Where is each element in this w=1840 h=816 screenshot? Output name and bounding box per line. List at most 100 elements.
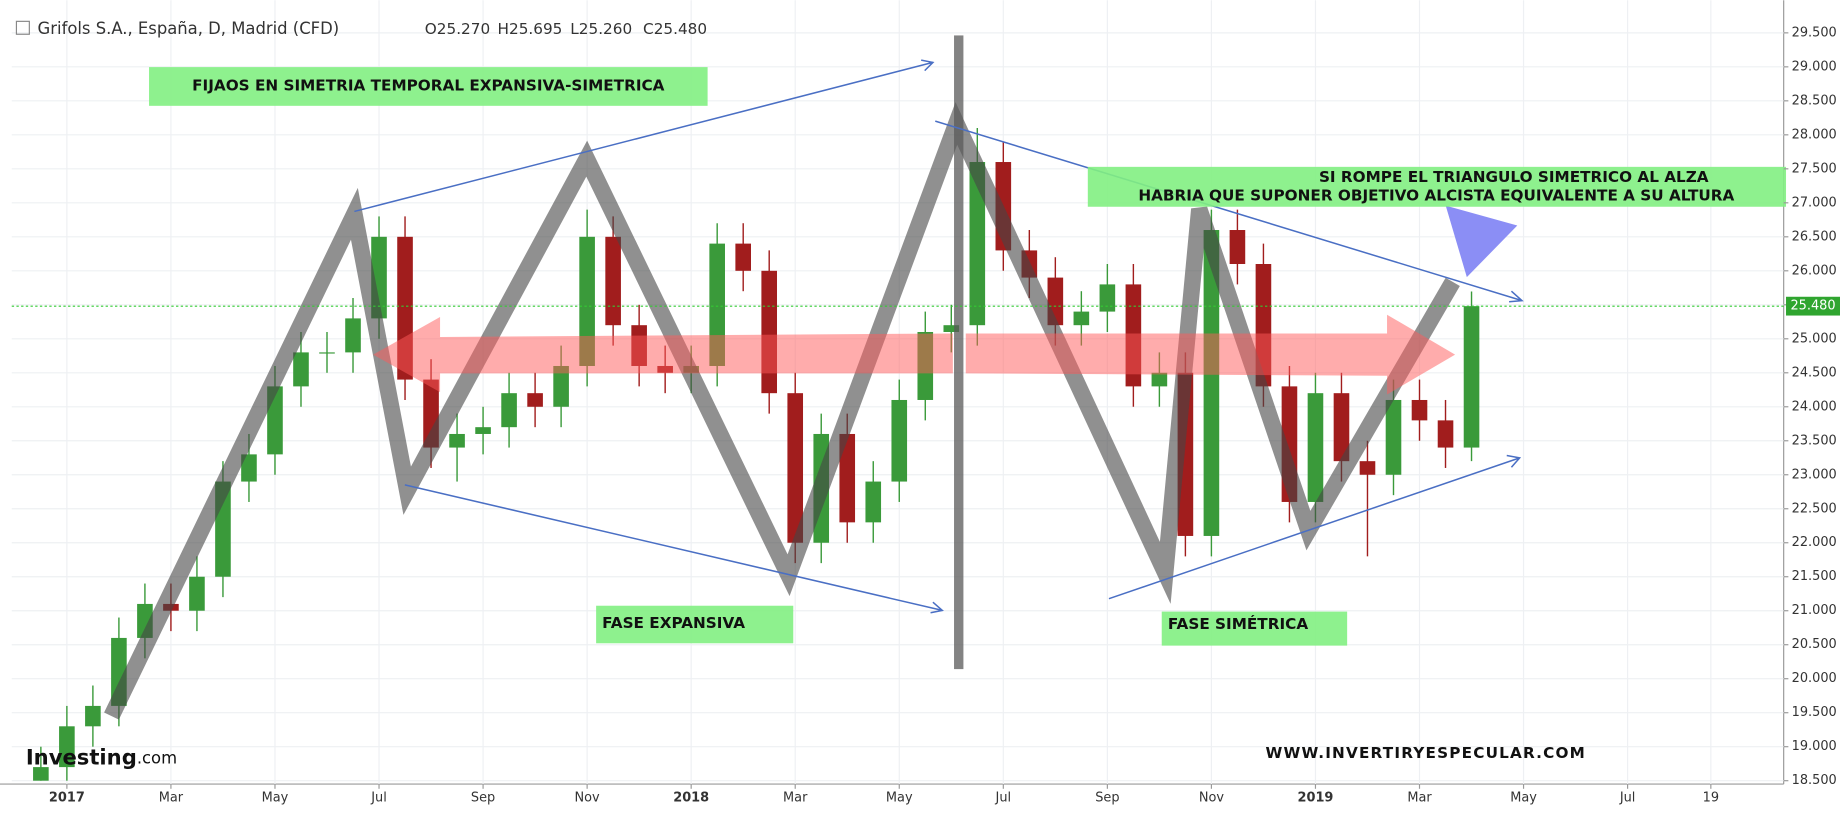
candle-body bbox=[1229, 230, 1246, 265]
note-box bbox=[1161, 611, 1348, 646]
x-tick-label: May bbox=[1510, 791, 1537, 806]
y-tick-label: 20.000 bbox=[1792, 671, 1837, 686]
x-tick-label: Sep bbox=[1095, 791, 1119, 806]
candle-body bbox=[969, 162, 986, 326]
x-tick-label: 2019 bbox=[1298, 791, 1334, 806]
y-tick-label: 29.000 bbox=[1792, 59, 1837, 74]
y-tick-label: 21.000 bbox=[1792, 603, 1837, 618]
candle-body bbox=[579, 236, 595, 366]
watermark-part: .com bbox=[137, 748, 177, 767]
y-tick-label: 29.500 bbox=[1792, 25, 1837, 40]
candle-body bbox=[501, 393, 517, 428]
y-tick-label: 20.500 bbox=[1792, 637, 1837, 652]
y-tick-label: 23.500 bbox=[1792, 433, 1837, 448]
last-price-box bbox=[1786, 296, 1840, 316]
candle-body bbox=[865, 481, 882, 523]
candle-body bbox=[553, 365, 569, 407]
note-box bbox=[1087, 166, 1787, 207]
candle-body bbox=[1099, 284, 1116, 312]
annotation: FASE SIMÉTRICA bbox=[1168, 614, 1308, 633]
annotation: WWW.INVERTIRYESPECULAR.COM bbox=[1266, 744, 1587, 762]
target-triangle bbox=[1445, 205, 1518, 278]
candle-body bbox=[1333, 393, 1350, 462]
candle-body bbox=[1073, 311, 1090, 326]
candle-body bbox=[345, 318, 361, 353]
annotation: SI ROMPE EL TRIANGULO SIMETRICO AL ALZA bbox=[1319, 168, 1709, 186]
x-tick-label: Mar bbox=[159, 791, 184, 806]
y-tick-label: 26.000 bbox=[1792, 263, 1837, 278]
x-tick-label: May bbox=[262, 791, 289, 806]
candle-body bbox=[787, 393, 804, 543]
candle-body bbox=[85, 705, 101, 727]
candle-body bbox=[761, 270, 778, 394]
red-arrow bbox=[965, 314, 1456, 395]
x-tick-label: 19 bbox=[1703, 791, 1719, 806]
y-tick-label: 22.500 bbox=[1792, 501, 1837, 516]
candle-body bbox=[1463, 306, 1480, 448]
header-ohlc: L25.260 bbox=[570, 20, 632, 38]
y-tick-label: 23.000 bbox=[1792, 467, 1837, 482]
candle-body bbox=[527, 393, 543, 407]
candle-body bbox=[839, 433, 856, 523]
collapse-icon[interactable] bbox=[15, 20, 30, 35]
candle-body bbox=[1385, 399, 1402, 475]
annotation: HABRIA QUE SUPONER OBJETIVO ALCISTA EQUI… bbox=[1138, 187, 1734, 205]
candle-body bbox=[59, 726, 75, 768]
y-tick-label: 19.500 bbox=[1792, 705, 1837, 720]
trend-line bbox=[404, 484, 944, 614]
y-tick-label: 27.500 bbox=[1792, 161, 1837, 176]
trend-line bbox=[935, 120, 1524, 303]
candle-body bbox=[1307, 393, 1324, 502]
y-tick-label: 28.000 bbox=[1792, 127, 1837, 142]
note-box bbox=[596, 605, 794, 644]
candle-body bbox=[1437, 420, 1454, 448]
header-ohlc: H25.695 bbox=[498, 20, 563, 38]
x-tick-label: May bbox=[886, 791, 913, 806]
y-tick-label: 24.500 bbox=[1792, 365, 1837, 380]
x-tick-label: Nov bbox=[1199, 791, 1225, 806]
candle-body bbox=[605, 236, 621, 326]
y-tick-label: 26.500 bbox=[1792, 229, 1837, 244]
x-tick-label: Sep bbox=[471, 791, 495, 806]
annotation: FASE EXPANSIVA bbox=[602, 614, 745, 632]
y-tick-label: 19.000 bbox=[1792, 739, 1837, 754]
candle-body bbox=[891, 399, 908, 482]
candle-body bbox=[475, 427, 491, 434]
y-tick-label: 27.000 bbox=[1792, 195, 1837, 210]
y-tick-label: 28.500 bbox=[1792, 93, 1837, 108]
x-tick-label: Jul bbox=[995, 791, 1012, 806]
candle-body bbox=[293, 352, 309, 387]
watermark: Investing.com bbox=[26, 744, 177, 769]
x-tick-label: Jul bbox=[370, 791, 387, 806]
last-price-label: 25.480 bbox=[1790, 299, 1835, 314]
candle-body bbox=[319, 352, 335, 354]
y-tick-label: 25.000 bbox=[1792, 331, 1837, 346]
y-tick-label: 18.500 bbox=[1792, 773, 1837, 788]
drawings bbox=[104, 35, 1787, 720]
x-tick-label: 2017 bbox=[49, 791, 85, 806]
header-ohlc: O25.270 bbox=[425, 20, 490, 38]
note-box bbox=[149, 67, 708, 106]
y-tick-label: 22.000 bbox=[1792, 535, 1837, 550]
candle-body bbox=[1151, 372, 1168, 387]
x-tick-label: Nov bbox=[575, 791, 601, 806]
x-tick-label: 2018 bbox=[673, 791, 709, 806]
x-tick-label: Jul bbox=[1619, 791, 1636, 806]
candle-body bbox=[735, 243, 751, 271]
trend-line bbox=[1108, 454, 1522, 600]
candle-body bbox=[241, 454, 257, 482]
candle-body bbox=[449, 433, 465, 448]
trend-lines bbox=[354, 59, 1524, 614]
header-ohlc: C25.480 bbox=[643, 20, 707, 38]
x-tick-label: Mar bbox=[783, 791, 808, 806]
x-tick-label: Mar bbox=[1407, 791, 1432, 806]
trend-line bbox=[354, 59, 935, 213]
header-title: Grifols S.A., España, D, Madrid (CFD) bbox=[38, 19, 340, 38]
candle-body bbox=[1359, 461, 1376, 475]
vertical-bar bbox=[954, 35, 964, 670]
watermark-part: Investing bbox=[26, 744, 137, 769]
candle-body bbox=[33, 767, 49, 781]
y-tick-label: 24.000 bbox=[1792, 399, 1837, 414]
red-arrow bbox=[373, 317, 953, 393]
